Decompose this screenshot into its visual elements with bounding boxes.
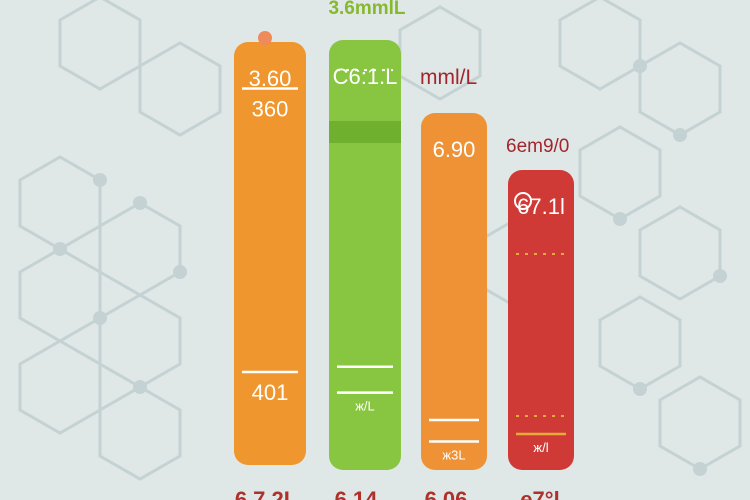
bottom-labels: 6.7 2L 6.14 6.06 e7°l [235,487,560,500]
bar-mark-label: ж/L [355,399,375,414]
side-note-label: 6em9/0 [506,136,569,157]
bar-band [329,121,401,143]
bar-knob [258,31,272,45]
bar-mark-label: 401 [252,380,289,405]
bar-top-label: 3.60 [249,66,292,91]
bar-top-label: C6:1.L [333,64,398,89]
chart-title: 3.6mmlL [328,0,405,19]
bar-top-label: 67.1l [517,194,565,219]
bar-4: 67.1l ж/l [508,170,574,470]
bar-mark-label: ж3L [442,447,465,462]
bottom-tick-label: 6.06 [425,487,468,500]
bar-body [421,113,487,470]
unit-label: mml/L [420,66,477,89]
bar-top-label: 6.90 [433,137,476,162]
bar-1: 3.60 360 401 [234,42,306,465]
bottom-tick-label: e7°l [520,487,559,500]
bars-layer: 3.60 360 401 C6:1.L ж/L 6.90 ж3L 67.1l ж/l [234,31,574,470]
bar-mark-label: 360 [252,97,289,122]
bar-3: 6.90 ж3L [421,113,487,470]
bottom-tick-label: 6.14 [335,487,379,500]
bottom-tick-label: 6.7 2L [235,487,297,500]
bar-mark-label: ж/l [533,440,548,455]
bar-2: C6:1.L ж/L [329,40,401,470]
